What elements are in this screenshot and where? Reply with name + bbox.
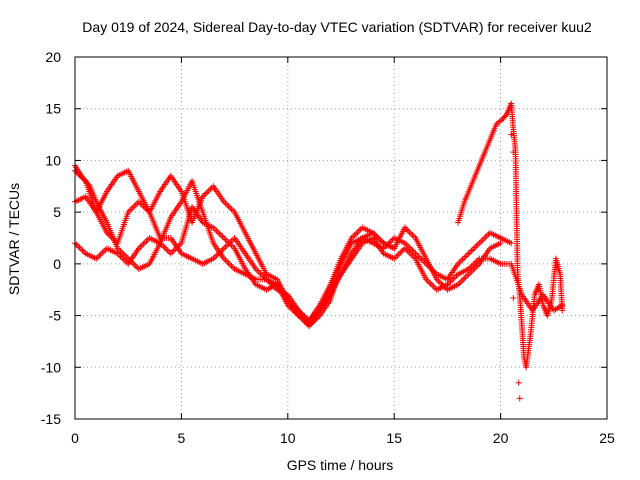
y-tick-label: 10	[45, 152, 61, 168]
data-point	[497, 240, 504, 247]
data-point	[85, 181, 92, 188]
x-tick-label: 5	[178, 430, 186, 446]
y-tick-label: -5	[49, 308, 62, 324]
x-tick-label: 15	[386, 430, 402, 446]
y-tick-label: -10	[41, 359, 61, 375]
x-axis-label: GPS time / hours	[287, 457, 394, 473]
y-tick-label: 0	[53, 256, 61, 272]
data-point	[510, 149, 517, 156]
data-point	[515, 379, 522, 386]
data-point	[391, 245, 398, 252]
y-tick-label: -15	[41, 411, 61, 427]
x-tick-label: 25	[599, 430, 615, 446]
data-point	[510, 294, 517, 301]
x-tick-label: 10	[280, 430, 296, 446]
y-tick-label: 15	[45, 101, 61, 117]
chart-title: Day 019 of 2024, Sidereal Day-to-day VTE…	[82, 19, 592, 35]
data-point	[559, 307, 566, 314]
y-tick-label: 20	[45, 49, 61, 65]
data-point	[508, 240, 515, 247]
x-tick-label: 0	[71, 430, 79, 446]
plot-border	[74, 56, 608, 420]
data-points	[72, 100, 566, 402]
y-axis-label: SDTVAR / TECUs	[6, 183, 22, 295]
data-point	[502, 112, 509, 119]
y-tick-label: 5	[53, 204, 61, 220]
ticks: 0 5 10 15 20 25 -15 -10 -5 0 5 10 15 20	[41, 49, 615, 446]
data-point	[508, 131, 515, 138]
data-point	[516, 395, 523, 402]
x-tick-label: 20	[493, 430, 509, 446]
